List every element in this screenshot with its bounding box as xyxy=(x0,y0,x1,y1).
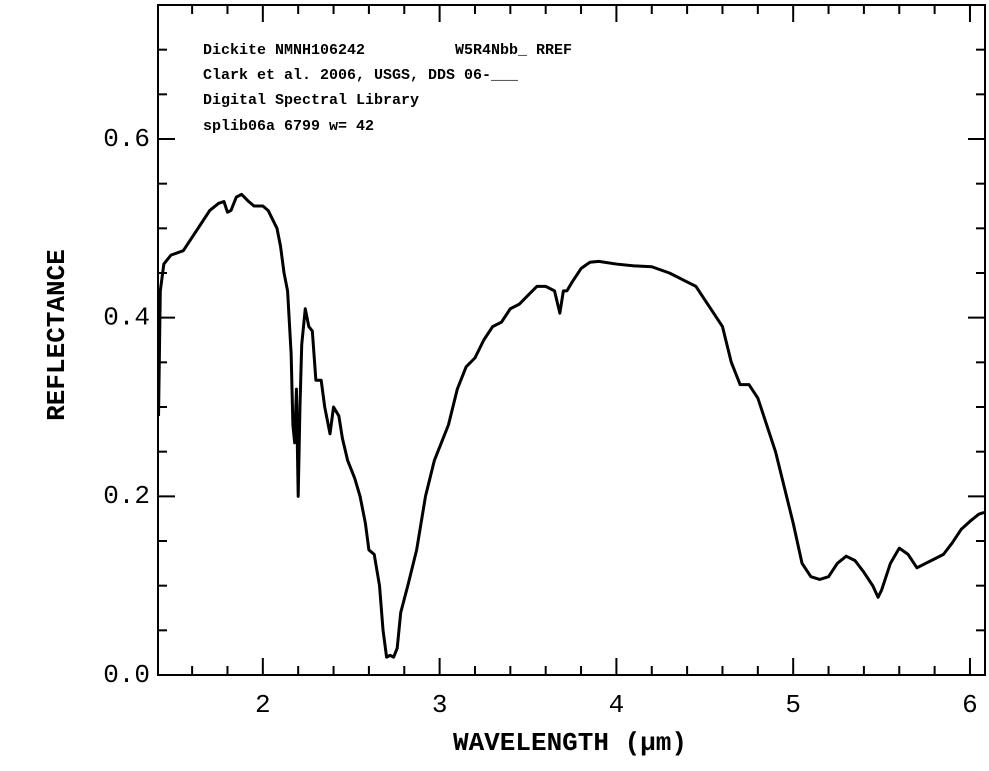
x-axis-label: WAVELENGTH (µm) xyxy=(453,728,687,758)
x-tick-label: 3 xyxy=(432,690,448,720)
annotation: splib06a 6799 w= 42 xyxy=(203,118,374,135)
plot-frame xyxy=(157,4,986,676)
annotation: Dickite NMNH106242 W5R4Nbb_ RREF xyxy=(203,42,572,59)
annotation: Digital Spectral Library xyxy=(203,92,419,109)
y-axis-label: REFLECTANCE xyxy=(42,249,72,421)
spectrum-line xyxy=(157,192,985,659)
x-tick-label: 2 xyxy=(255,690,271,720)
y-tick-label: 0.4 xyxy=(103,303,150,333)
x-tick-label: 5 xyxy=(785,690,801,720)
x-tick-label: 6 xyxy=(962,690,978,720)
y-tick-label: 0.2 xyxy=(103,481,150,511)
annotation: Clark et al. 2006, USGS, DDS 06-___ xyxy=(203,67,519,84)
x-tick-label: 4 xyxy=(609,690,625,720)
y-tick-label: 0.0 xyxy=(103,660,150,690)
y-tick-label: 0.6 xyxy=(103,124,150,154)
